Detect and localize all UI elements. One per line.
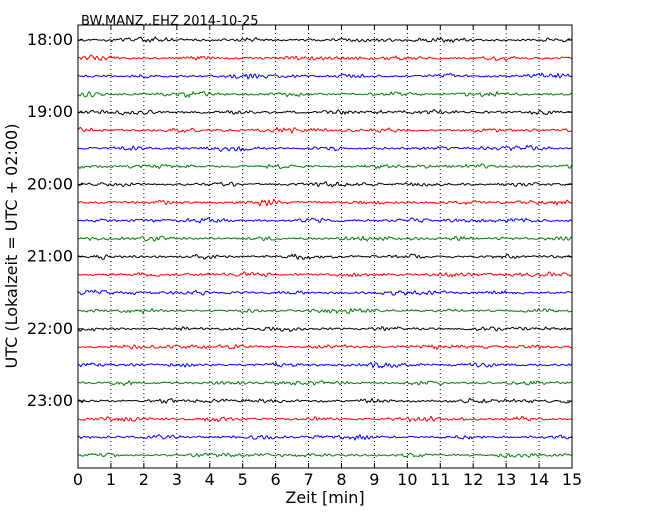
x-tick-label: 2 — [139, 470, 149, 489]
trace-line — [77, 36, 573, 43]
x-tick-label: 8 — [336, 470, 346, 489]
trace-line — [77, 235, 573, 242]
x-tick-label: 4 — [205, 470, 215, 489]
x-tick-label: 0 — [73, 470, 83, 489]
x-tick-label: 13 — [496, 470, 516, 489]
y-axis-label: UTC (Lokalzeit = UTC + 02:00) — [2, 124, 21, 369]
trace-line — [77, 181, 573, 188]
x-tick-label: 11 — [430, 470, 450, 489]
trace-line — [77, 434, 573, 441]
trace-line — [77, 326, 573, 333]
x-tick-label: 5 — [238, 470, 248, 489]
trace-line — [77, 289, 573, 296]
trace-line — [77, 217, 573, 224]
x-tick-label: 3 — [172, 470, 182, 489]
trace-line — [77, 380, 573, 386]
trace-line — [77, 307, 573, 315]
x-tick-label: 10 — [397, 470, 417, 489]
trace-line — [77, 344, 573, 350]
x-tick-label: 6 — [271, 470, 281, 489]
trace-line — [77, 253, 573, 260]
x-tick-label: 7 — [303, 470, 313, 489]
x-tick-label: 1 — [106, 470, 116, 489]
trace-line — [77, 198, 573, 207]
trace-line — [77, 163, 573, 170]
x-axis-label: Zeit [min] — [285, 488, 364, 507]
trace-line — [77, 72, 573, 80]
trace-line — [77, 452, 573, 458]
plot-frame — [77, 24, 573, 469]
trace-line — [77, 397, 573, 404]
trace-line — [77, 54, 573, 62]
trace-line — [77, 126, 573, 134]
y-tick-label: 21:00 — [27, 247, 73, 266]
trace-line — [77, 108, 573, 116]
y-tick-label: 18:00 — [27, 30, 73, 49]
x-tick-label: 12 — [463, 470, 483, 489]
trace-line — [77, 271, 573, 278]
y-tick-label: 22:00 — [27, 319, 73, 338]
x-tick-label: 15 — [562, 470, 582, 489]
trace-line — [78, 144, 573, 152]
y-tick-label: 19:00 — [27, 102, 73, 121]
traces — [77, 36, 573, 458]
y-tick-label: 23:00 — [27, 391, 73, 410]
y-axis: 18:00 19:00 20:00 21:00 22:00 23:00 — [27, 30, 572, 410]
chart-title: BW.MANZ..EHZ 2014-10-25 — [81, 14, 259, 29]
x-tick-label: 9 — [369, 470, 379, 489]
x-tick-label: 14 — [529, 470, 549, 489]
x-axis: 0 1 2 3 4 5 6 7 8 9 10 11 12 13 14 15 — [73, 25, 582, 489]
trace-line — [77, 361, 573, 369]
trace-line — [77, 415, 573, 423]
trace-line — [77, 91, 573, 98]
y-tick-label: 20:00 — [27, 174, 73, 193]
